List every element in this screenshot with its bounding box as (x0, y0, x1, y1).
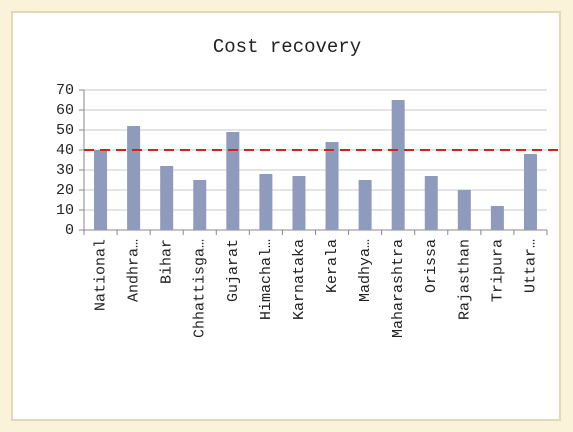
y-tick-label: 0 (65, 222, 74, 239)
bar (490, 206, 504, 230)
x-tick-label: Himachal… (258, 239, 275, 320)
x-tick-label: Gujarat (225, 239, 242, 302)
bar (292, 176, 306, 230)
x-tick-label: Madhya… (357, 239, 374, 302)
bar (391, 100, 405, 230)
y-tick-label: 70 (56, 82, 74, 99)
bar (358, 180, 372, 230)
bar (325, 142, 339, 230)
y-tick-label: 30 (56, 162, 74, 179)
y-tick-label: 50 (56, 122, 74, 139)
chart-title: Cost recovery (213, 36, 361, 58)
y-tick-label: 20 (56, 182, 74, 199)
x-tick-label: Andhra… (126, 239, 143, 302)
y-tick-label: 10 (56, 202, 74, 219)
bar (127, 126, 141, 230)
bar (226, 132, 240, 230)
bar (94, 150, 108, 230)
bar (160, 166, 174, 230)
x-tick-label: National (93, 239, 110, 311)
x-tick-label: Maharashtra (390, 239, 407, 338)
bar (457, 190, 471, 230)
x-tick-label: Chhattisga… (192, 239, 209, 338)
bar (193, 180, 207, 230)
x-tick-label: Tripura (489, 239, 506, 302)
x-tick-label: Bihar (159, 239, 176, 284)
x-tick-label: Rajasthan (456, 239, 473, 320)
y-tick-label: 40 (56, 142, 74, 159)
y-tick-label: 60 (56, 102, 74, 119)
bar (424, 176, 438, 230)
x-tick-label: Karnataka (291, 239, 308, 320)
x-tick-label: Uttar… (522, 239, 539, 293)
x-tick-label: Kerala (324, 239, 341, 293)
x-tick-label: Orissa (423, 239, 440, 293)
bar (523, 154, 537, 230)
bar (259, 174, 273, 230)
